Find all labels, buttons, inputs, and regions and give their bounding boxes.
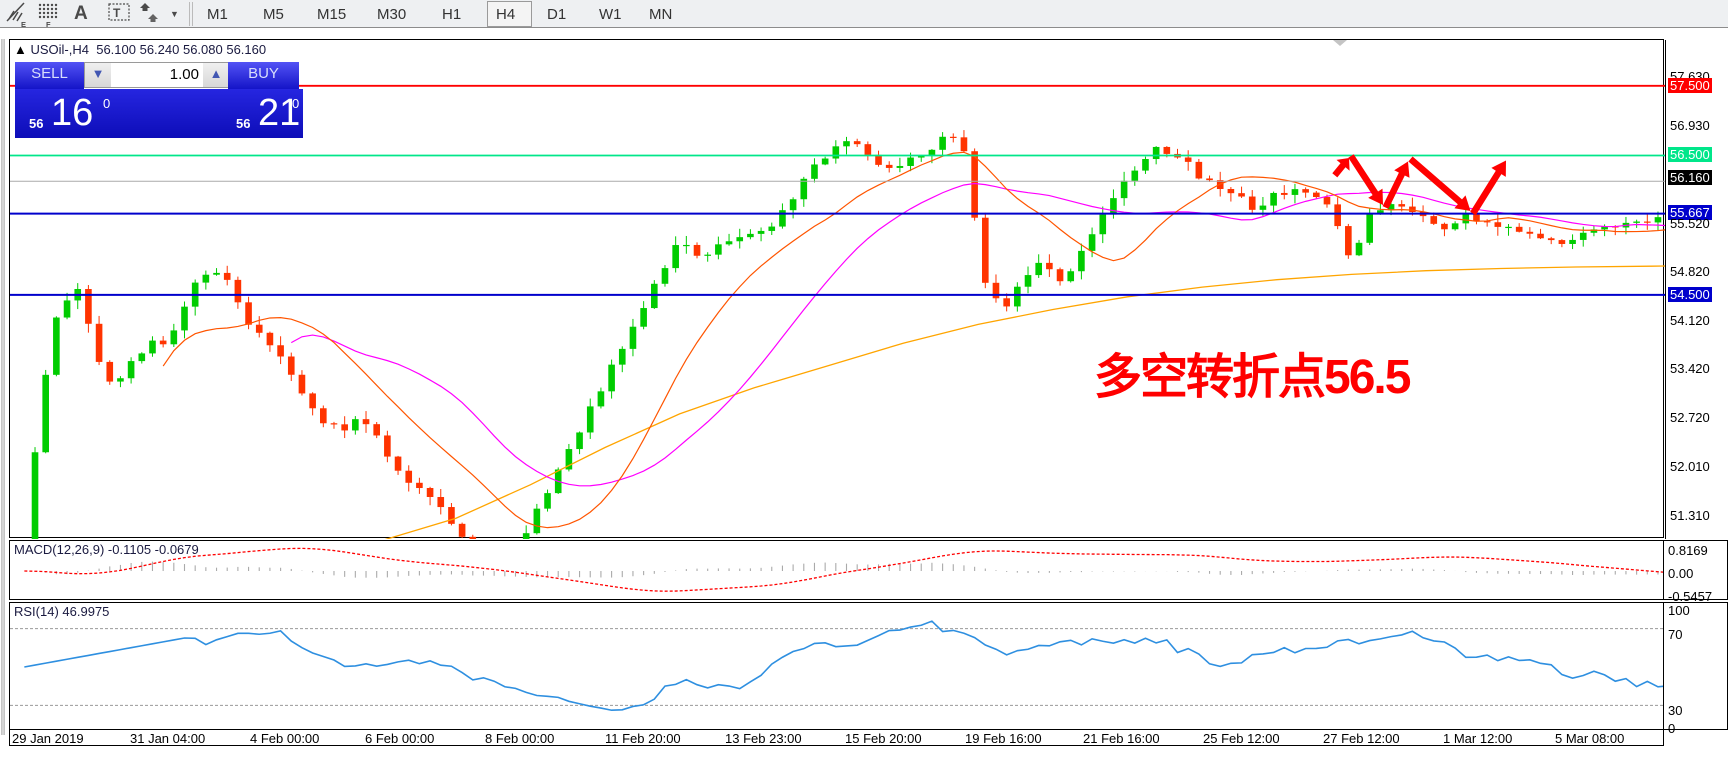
- svg-text:E: E: [21, 20, 26, 28]
- svg-text:F: F: [46, 20, 51, 28]
- svg-text:T: T: [113, 6, 121, 20]
